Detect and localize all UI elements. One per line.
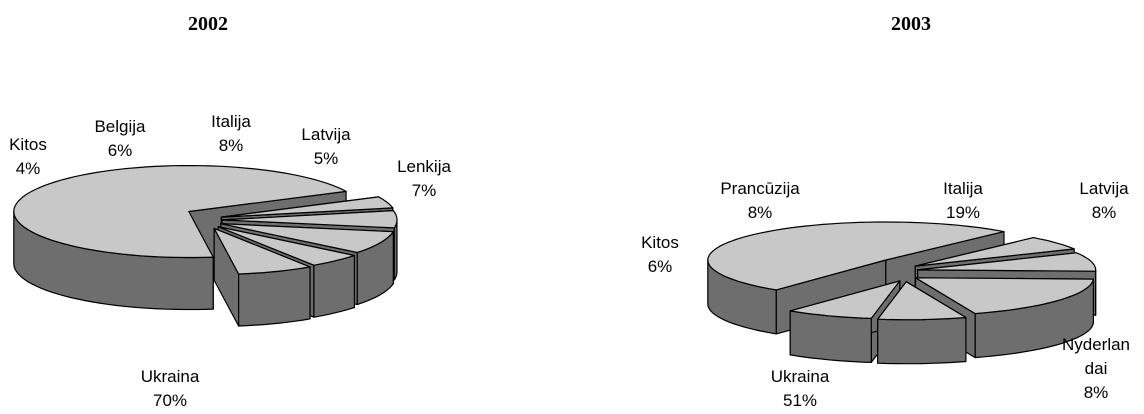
- slice-label-kitos: Kitos 4%: [9, 135, 47, 178]
- slice-value-lenkija: 7%: [412, 181, 437, 200]
- slice-name-italija: Italija: [211, 112, 251, 131]
- slice-label-latvija: Latvija 8%: [1079, 179, 1129, 222]
- slice-label-italija: Italija 19%: [943, 179, 983, 222]
- slice-name-latvija: Latvija: [1079, 179, 1129, 198]
- slice-name-kitos: Kitos: [641, 233, 679, 252]
- slice-name-belgija: Belgija: [94, 117, 146, 136]
- slice-value-latvija: 8%: [1092, 203, 1117, 222]
- slice-value-prancuzija: 8%: [748, 203, 773, 222]
- slice-value-ukraina: 70%: [153, 391, 187, 410]
- slice-name-nyderlandai: Nyderlan: [1062, 335, 1130, 354]
- slice-label-kitos: Kitos 6%: [641, 233, 679, 276]
- slice-label-nyderlandai: Nyderlan dai 8%: [1062, 335, 1130, 402]
- slice-value-latvija: 5%: [314, 149, 339, 168]
- labels-2003: Ukraina 51% Kitos 6% Prancūzija 8% Italija 19% N…: [641, 179, 1130, 410]
- slice-value-nyderlandai: 8%: [1084, 383, 1109, 402]
- pie-slice-lenkija: [213, 227, 311, 327]
- slice-value-kitos: 6%: [648, 257, 673, 276]
- slice-name-italija: Italija: [943, 179, 983, 198]
- slice-name-lenkija: Lenkija: [397, 157, 451, 176]
- slice-name-ukraina: Ukraina: [771, 367, 830, 386]
- slice-label-prancuzija: Prancūzija 8%: [720, 179, 800, 222]
- slice-value-kitos: 4%: [16, 159, 41, 178]
- slice-name-latvija: Latvija: [301, 125, 351, 144]
- slice-label-ukraina: Ukraina 51%: [771, 367, 830, 410]
- slice-name-kitos: Kitos: [9, 135, 47, 154]
- slice-name-prancuzija: Prancūzija: [720, 179, 800, 198]
- pie-chart-2002: [13, 165, 398, 327]
- pie-chart-2003: [707, 221, 1097, 365]
- chart-title-2002: 2002: [188, 13, 228, 35]
- slice-value-italija: 8%: [219, 136, 244, 155]
- slice-value-ukraina: 51%: [783, 391, 817, 410]
- chart-title-2003: 2003: [891, 13, 931, 35]
- slice-label-lenkija: Lenkija 7%: [397, 157, 451, 200]
- labels-2002: Ukraina 70% Kitos 4% Belgija 6% Italija 8% Latvi…: [9, 112, 451, 410]
- slice-label-belgija: Belgija 6%: [94, 117, 146, 160]
- slice-name-nyderlandai-1: dai: [1085, 359, 1108, 378]
- slice-label-latvija: Latvija 5%: [301, 125, 351, 168]
- slice-label-ukraina: Ukraina 70%: [141, 367, 200, 410]
- slice-label-italija: Italija 8%: [211, 112, 251, 155]
- slice-value-belgija: 6%: [108, 141, 133, 160]
- slice-value-italija: 19%: [946, 203, 980, 222]
- pie-slice-latvija: [877, 281, 967, 365]
- slice-name-ukraina: Ukraina: [141, 367, 200, 386]
